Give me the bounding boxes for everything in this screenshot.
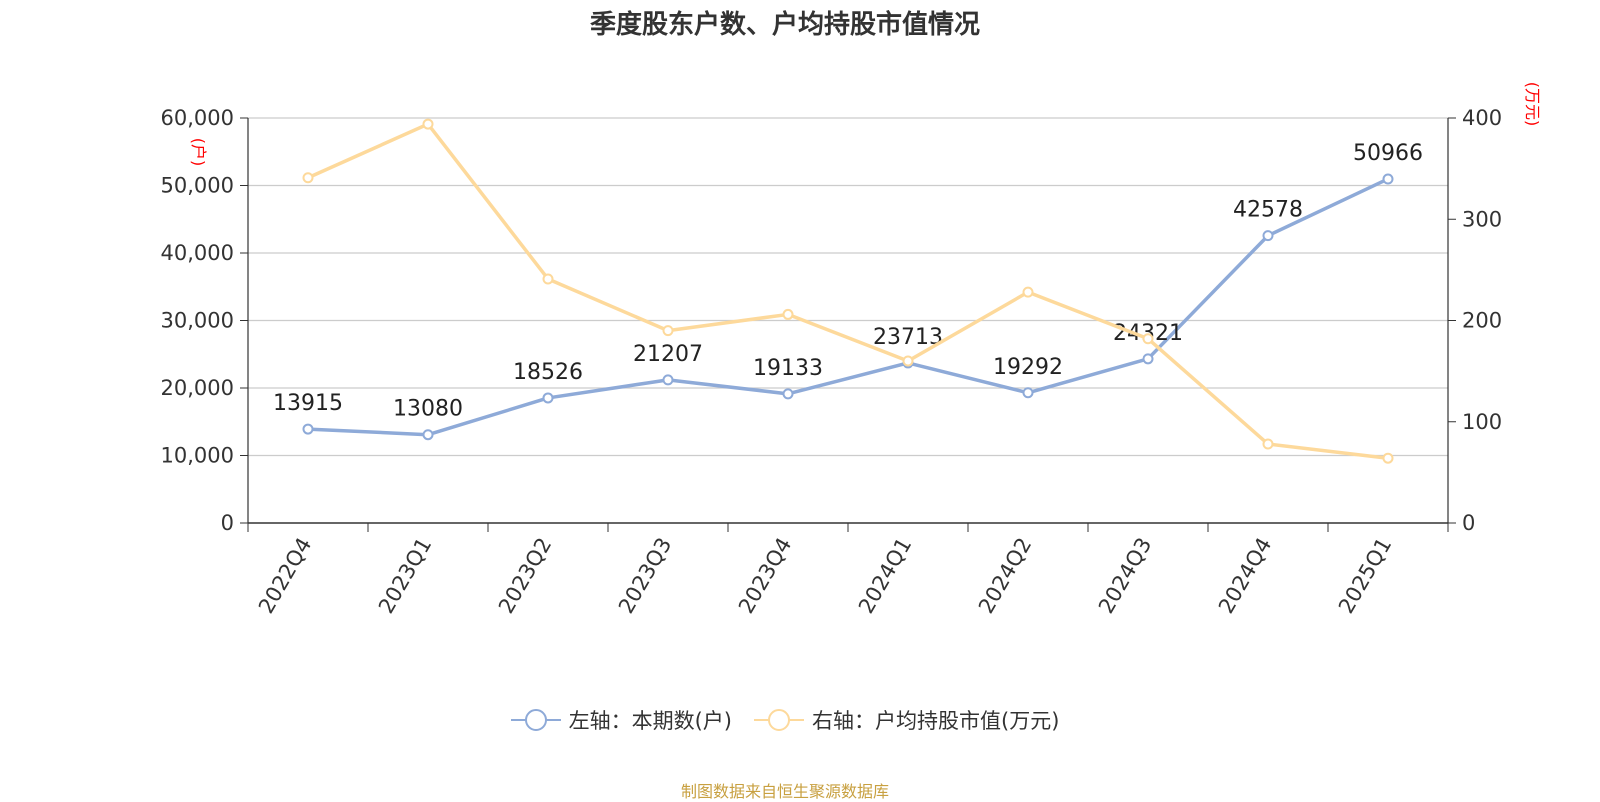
data-point-0 bbox=[1262, 230, 1274, 242]
series-line-1 bbox=[307, 122, 1389, 460]
legend-item-market-value[interactable]: 右轴：户均持股市值(万元) bbox=[754, 705, 1059, 735]
right-tick-label: 200 bbox=[1462, 309, 1502, 333]
left-axis-unit-label: (户) bbox=[189, 138, 208, 167]
right-tick-label: 400 bbox=[1462, 106, 1502, 130]
left-tick-label: 0 bbox=[221, 511, 234, 535]
data-point-0 bbox=[662, 374, 674, 386]
data-point-0 bbox=[782, 388, 794, 400]
data-label: 50966 bbox=[1353, 141, 1423, 166]
left-tick-label: 50,000 bbox=[161, 174, 234, 198]
x-tick-label: 2023Q2 bbox=[494, 534, 556, 618]
left-tick-label: 40,000 bbox=[161, 241, 234, 265]
legend-swatch-blue-icon bbox=[510, 709, 561, 731]
legend-label-households: 左轴：本期数(户) bbox=[568, 709, 732, 733]
data-label: 18526 bbox=[513, 360, 583, 385]
data-point-0 bbox=[302, 423, 314, 435]
data-point-0 bbox=[1382, 173, 1394, 185]
data-point-1 bbox=[782, 308, 794, 320]
data-label: 19292 bbox=[993, 355, 1063, 380]
x-tick-label: 2022Q4 bbox=[254, 534, 316, 618]
x-tick-label: 2023Q4 bbox=[734, 534, 796, 618]
x-tick-label: 2025Q1 bbox=[1334, 534, 1396, 618]
data-point-1 bbox=[1382, 452, 1394, 464]
legend-label-market-value: 右轴：户均持股市值(万元) bbox=[812, 709, 1060, 733]
x-tick-label: 2024Q2 bbox=[974, 534, 1036, 618]
data-label: 42578 bbox=[1233, 198, 1303, 223]
data-point-0 bbox=[1142, 353, 1154, 365]
x-tick-label: 2024Q4 bbox=[1214, 534, 1276, 618]
data-point-1 bbox=[302, 172, 314, 184]
legend: 左轴：本期数(户) 右轴：户均持股市值(万元) bbox=[0, 705, 1570, 735]
data-point-1 bbox=[1262, 438, 1274, 450]
chart-title: 季度股东户数、户均持股市值情况 bbox=[589, 10, 980, 40]
data-point-1 bbox=[542, 273, 554, 285]
left-tick-label: 20,000 bbox=[161, 376, 234, 400]
source-note: 制图数据来自恒生聚源数据库 bbox=[680, 782, 889, 801]
data-label: 13080 bbox=[393, 397, 463, 422]
data-point-1 bbox=[1142, 333, 1154, 345]
left-tick-label: 10,000 bbox=[161, 444, 234, 468]
legend-swatch-yellow-icon bbox=[754, 709, 804, 731]
data-point-1 bbox=[1022, 286, 1034, 298]
data-label: 19133 bbox=[753, 356, 823, 381]
left-tick-label: 60,000 bbox=[161, 106, 234, 130]
right-axis-unit-label: (万元) bbox=[1523, 82, 1542, 127]
left-tick-label: 30,000 bbox=[161, 309, 234, 333]
x-tick-label: 2023Q1 bbox=[374, 534, 436, 618]
data-point-0 bbox=[542, 392, 554, 404]
data-label: 21207 bbox=[633, 342, 703, 367]
series-line-0 bbox=[307, 177, 1389, 437]
right-tick-label: 300 bbox=[1462, 207, 1502, 231]
data-point-0 bbox=[1022, 387, 1034, 399]
data-point-1 bbox=[422, 118, 434, 130]
x-tick-label: 2023Q3 bbox=[614, 534, 676, 618]
x-tick-label: 2024Q1 bbox=[854, 534, 916, 618]
legend-item-households[interactable]: 左轴：本期数(户) bbox=[510, 705, 732, 735]
right-tick-label: 0 bbox=[1462, 511, 1475, 535]
data-point-0 bbox=[422, 429, 434, 441]
data-point-1 bbox=[662, 325, 674, 337]
data-point-1 bbox=[902, 355, 914, 367]
x-tick-label: 2024Q3 bbox=[1094, 534, 1156, 618]
data-label: 13915 bbox=[273, 391, 343, 416]
right-tick-label: 100 bbox=[1462, 410, 1502, 434]
